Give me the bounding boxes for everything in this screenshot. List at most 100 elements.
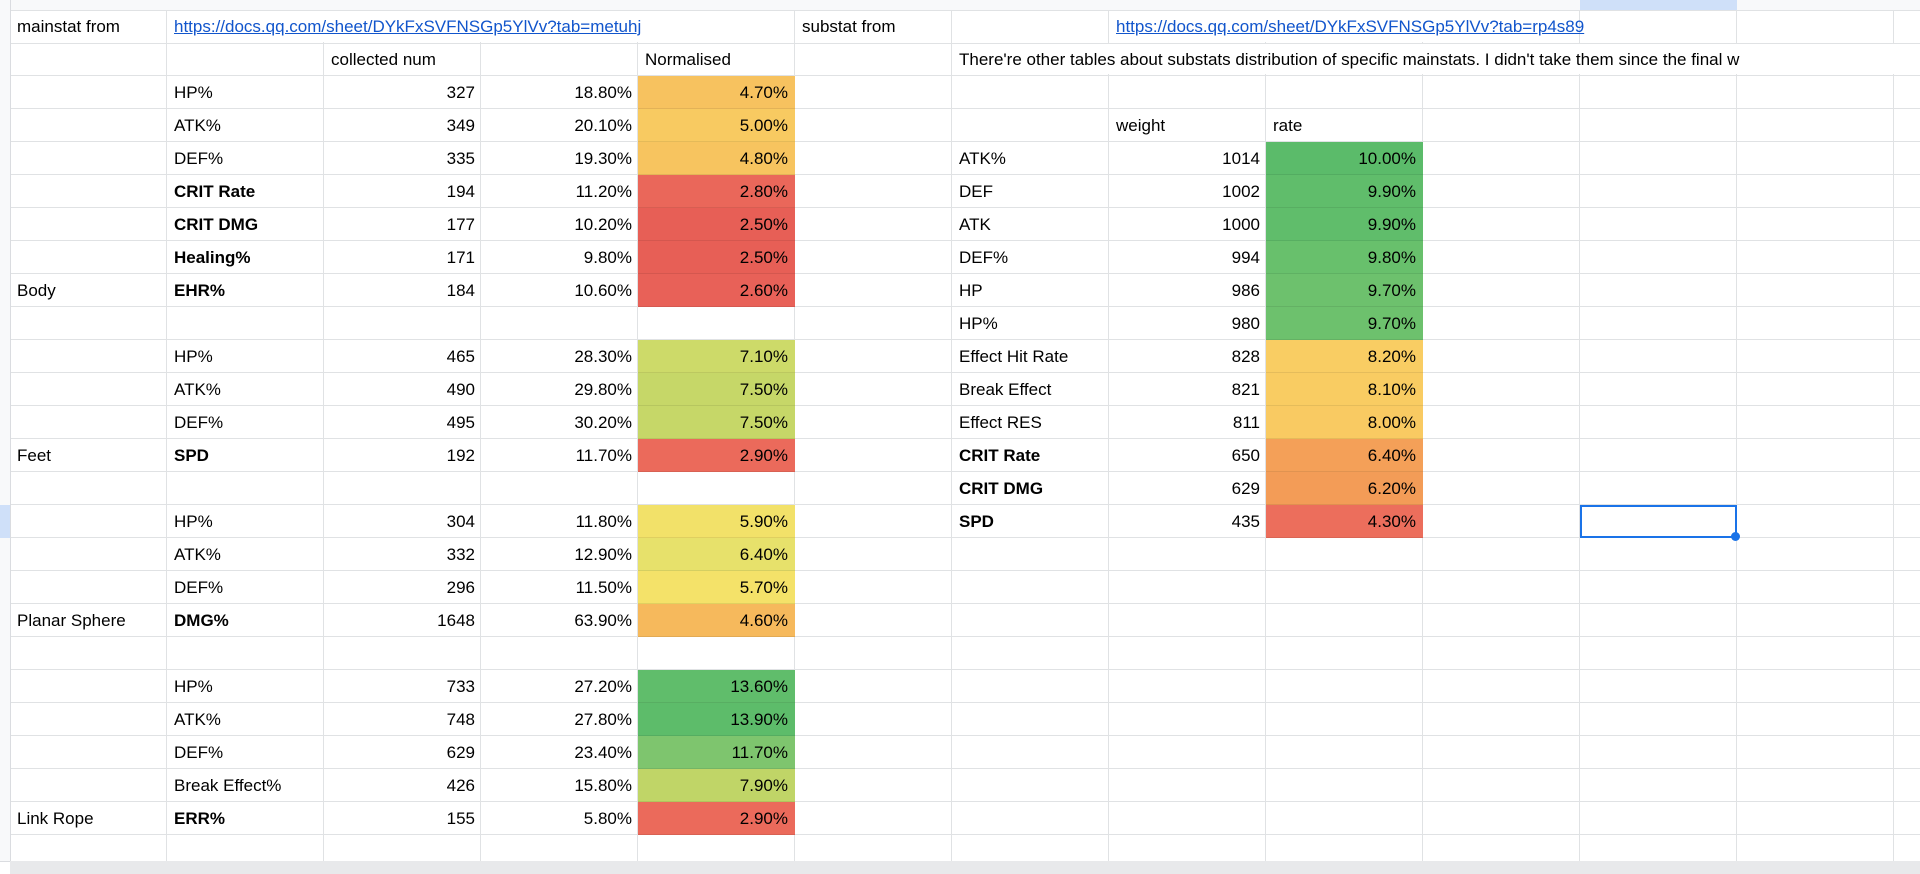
cell-normalised[interactable]: 5.90%: [638, 505, 795, 538]
cell-group-label[interactable]: Body: [17, 281, 56, 300]
cell-collected-num[interactable]: 495: [446, 413, 475, 432]
cell-collected-num[interactable]: 629: [446, 743, 475, 762]
cell-stat-name[interactable]: CRIT DMG: [174, 215, 259, 234]
cell-collected-num[interactable]: 426: [446, 776, 475, 795]
cell-weight[interactable]: 980: [1231, 314, 1260, 333]
cell-percent[interactable]: 11.70%: [575, 446, 632, 465]
cell-rate[interactable]: 9.70%: [1266, 307, 1423, 340]
mainstat-source-link[interactable]: https://docs.qq.com/sheet/DYkFxSVFNSGp5Y…: [174, 17, 642, 36]
cell-weight[interactable]: 828: [1231, 347, 1260, 366]
cell-weight[interactable]: 1000: [1222, 215, 1260, 234]
cell-group-label[interactable]: Link Rope: [17, 809, 94, 828]
cell-normalised-header[interactable]: Normalised: [645, 50, 731, 69]
cell-stat-name[interactable]: ATK%: [174, 380, 221, 399]
cell-percent[interactable]: 5.80%: [583, 809, 632, 828]
cell-normalised[interactable]: 2.60%: [638, 274, 795, 307]
cell-weight[interactable]: 821: [1231, 380, 1260, 399]
cell-normalised[interactable]: 7.50%: [638, 373, 795, 406]
cell-percent[interactable]: 12.90%: [574, 545, 632, 564]
cell-collected-num[interactable]: 177: [446, 215, 475, 234]
cell-stat-name[interactable]: DEF%: [174, 413, 224, 432]
cell-note-text[interactable]: There're other tables about substats dis…: [959, 50, 1740, 69]
cell-weight[interactable]: 994: [1231, 248, 1260, 267]
cell-collected-num[interactable]: 184: [446, 281, 475, 300]
cell-normalised[interactable]: 13.60%: [638, 670, 795, 703]
cell-percent[interactable]: 10.20%: [574, 215, 632, 234]
cell-collected-num[interactable]: 335: [446, 149, 475, 168]
cell-stat-name[interactable]: DMG%: [174, 611, 229, 630]
cell-substat-name[interactable]: ATK: [959, 215, 991, 234]
cell-normalised[interactable]: 5.00%: [638, 109, 795, 142]
cell-stat-name[interactable]: ATK%: [174, 710, 221, 729]
cell-substat-name[interactable]: Break Effect: [959, 380, 1052, 399]
cell-substat-name[interactable]: HP: [959, 281, 983, 300]
cell-percent[interactable]: 20.10%: [574, 116, 632, 135]
cell-substat-name[interactable]: CRIT DMG: [959, 479, 1044, 498]
cell-group-label[interactable]: Planar Sphere: [17, 611, 126, 630]
cell-percent[interactable]: 27.80%: [574, 710, 632, 729]
cell-rate[interactable]: 9.90%: [1266, 208, 1423, 241]
cell-stat-name[interactable]: HP%: [174, 347, 213, 366]
cell-normalised[interactable]: 5.70%: [638, 571, 795, 604]
cell-collected-num[interactable]: 332: [446, 545, 475, 564]
cell-rate[interactable]: 10.00%: [1266, 142, 1423, 175]
cell-weight[interactable]: 650: [1231, 446, 1260, 465]
cell-collected-num[interactable]: 1648: [437, 611, 475, 630]
cell-substat-name[interactable]: HP%: [959, 314, 998, 333]
cell-collected-num[interactable]: 304: [446, 512, 475, 531]
cell-substat-name[interactable]: ATK%: [959, 149, 1006, 168]
cell-collected-num[interactable]: 748: [446, 710, 475, 729]
cell-substat-name[interactable]: Effect RES: [959, 413, 1042, 432]
selected-cell[interactable]: [1580, 505, 1740, 541]
cell-substat-name[interactable]: DEF%: [959, 248, 1009, 267]
cell-rate[interactable]: 8.00%: [1266, 406, 1423, 439]
cell-stat-name[interactable]: ATK%: [174, 545, 221, 564]
fill-handle[interactable]: [1731, 532, 1740, 541]
cell-rate[interactable]: 8.10%: [1266, 373, 1423, 406]
cell-normalised[interactable]: 6.40%: [638, 538, 795, 571]
cell-collected-num[interactable]: 194: [446, 182, 475, 201]
cell-rate[interactable]: 4.30%: [1266, 505, 1423, 538]
cell-percent[interactable]: 29.80%: [574, 380, 632, 399]
cell-weight[interactable]: 986: [1231, 281, 1260, 300]
cell-collected-num[interactable]: 327: [446, 83, 475, 102]
cell-normalised[interactable]: 4.70%: [638, 76, 795, 109]
horizontal-scrollbar[interactable]: [0, 861, 1920, 874]
cell-group-label[interactable]: Feet: [17, 446, 52, 465]
cell-collected-num[interactable]: 349: [446, 116, 475, 135]
cell-percent[interactable]: 11.80%: [575, 512, 632, 531]
cell-normalised[interactable]: 4.60%: [638, 604, 795, 637]
cell-substat-name[interactable]: SPD: [959, 512, 994, 531]
cell-stat-name[interactable]: DEF%: [174, 578, 224, 597]
cell-rate[interactable]: 6.40%: [1266, 439, 1423, 472]
cell-collected-num[interactable]: 155: [446, 809, 475, 828]
cell-normalised[interactable]: 2.90%: [638, 439, 795, 472]
cell-rate-header[interactable]: rate: [1273, 116, 1303, 135]
cell-rate[interactable]: 8.20%: [1266, 340, 1423, 373]
cell-normalised[interactable]: 2.50%: [638, 241, 795, 274]
cell-normalised[interactable]: 7.90%: [638, 769, 795, 802]
cell-collected-num[interactable]: 192: [446, 446, 475, 465]
substat-source-link[interactable]: https://docs.qq.com/sheet/DYkFxSVFNSGp5Y…: [1116, 17, 1585, 36]
cell-substat-from-label[interactable]: substat from: [802, 17, 896, 36]
cell-percent[interactable]: 11.20%: [575, 182, 632, 201]
cell-normalised[interactable]: 2.50%: [638, 208, 795, 241]
cell-substat-name[interactable]: DEF: [959, 182, 993, 201]
cell-weight-header[interactable]: weight: [1116, 116, 1166, 135]
cell-collected-num[interactable]: 733: [446, 677, 475, 696]
cell-normalised[interactable]: 11.70%: [638, 736, 795, 769]
cell-stat-name[interactable]: EHR%: [174, 281, 226, 300]
cell-normalised[interactable]: 2.90%: [638, 802, 795, 835]
cell-stat-name[interactable]: DEF%: [174, 149, 224, 168]
cell-stat-name[interactable]: Healing%: [174, 248, 251, 267]
cell-weight[interactable]: 811: [1232, 413, 1260, 432]
cell-stat-name[interactable]: HP%: [174, 677, 213, 696]
cell-rate[interactable]: 9.80%: [1266, 241, 1423, 274]
cell-stat-name[interactable]: CRIT Rate: [174, 182, 256, 201]
row-header-strip[interactable]: [0, 10, 10, 861]
cell-normalised[interactable]: 7.50%: [638, 406, 795, 439]
cell-stat-name[interactable]: HP%: [174, 83, 213, 102]
cell-stat-name[interactable]: ERR%: [174, 809, 226, 828]
cell-collected-num[interactable]: 490: [446, 380, 475, 399]
cell-stat-name[interactable]: DEF%: [174, 743, 224, 762]
